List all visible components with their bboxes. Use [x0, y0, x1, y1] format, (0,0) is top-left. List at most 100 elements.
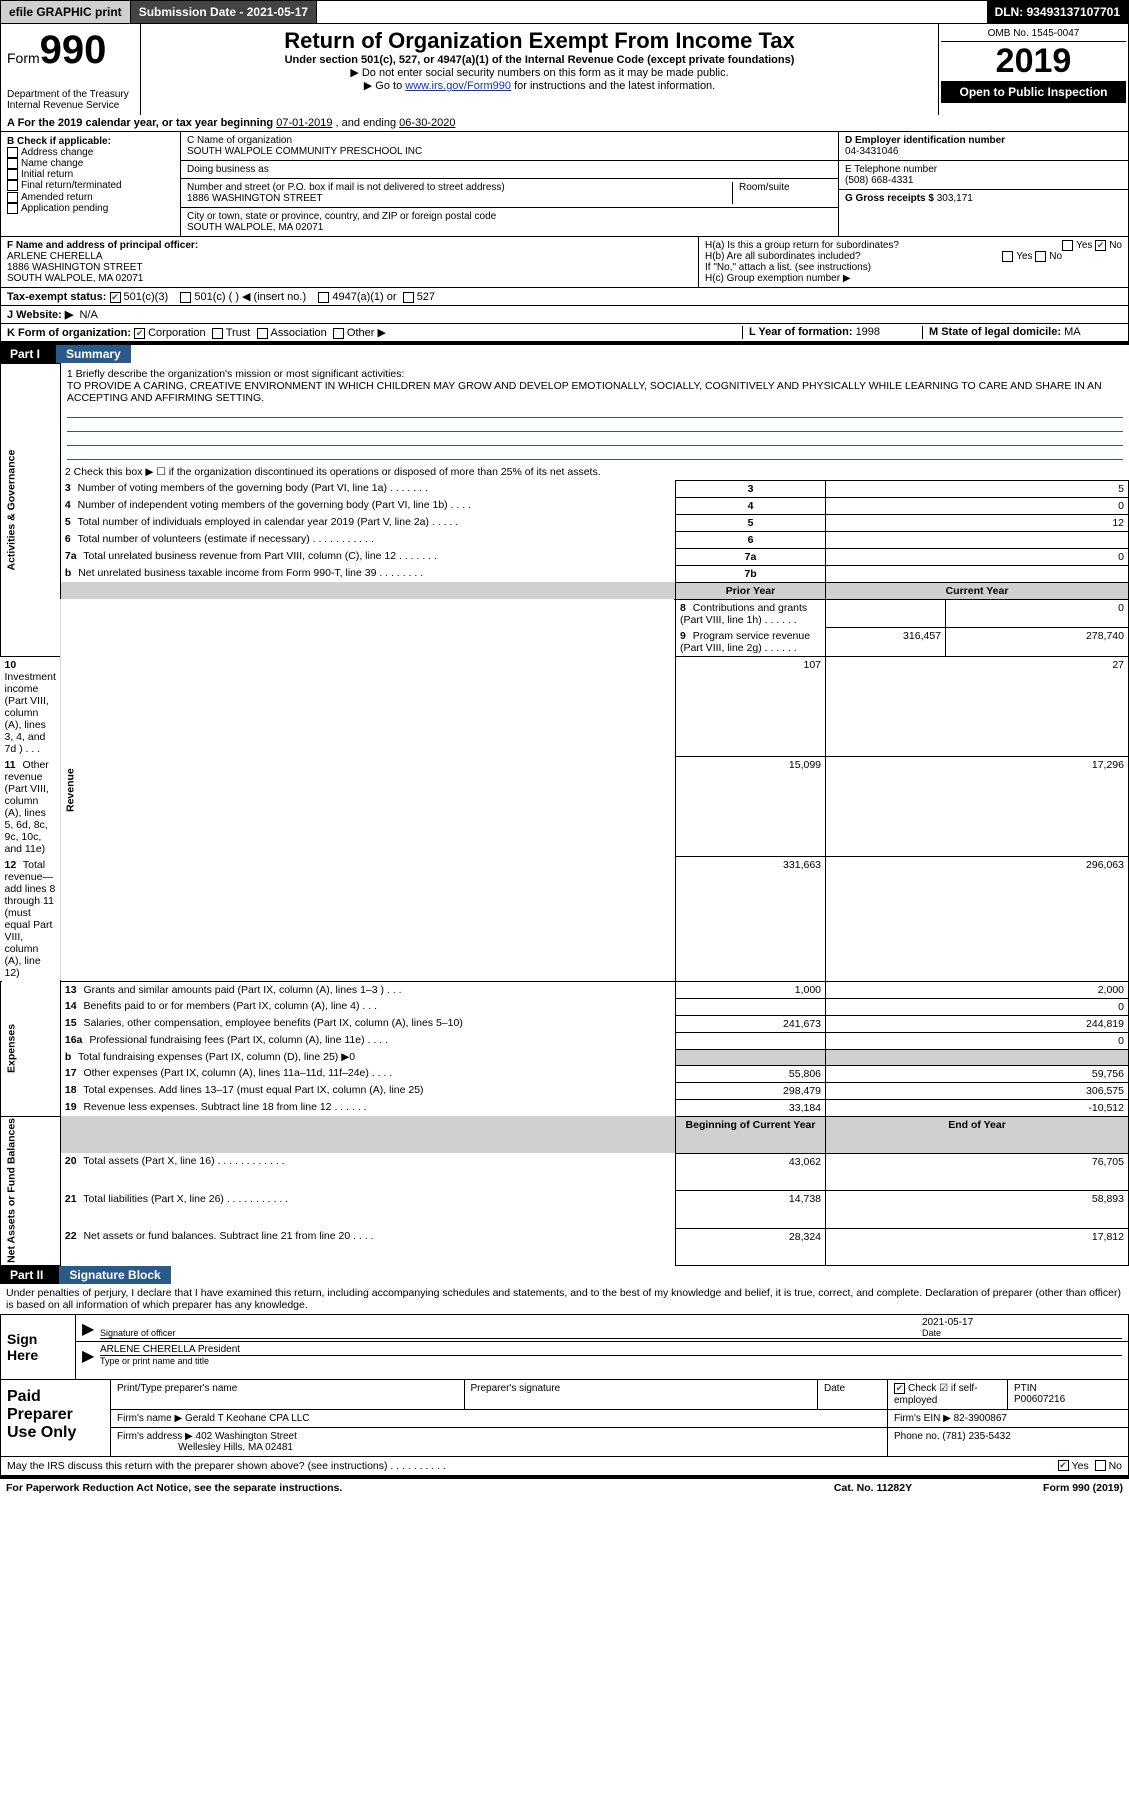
paid-preparer-block: Paid Preparer Use Only Print/Type prepar… [0, 1380, 1129, 1456]
table-row: 4 Number of independent voting members o… [1, 497, 1129, 514]
line-desc: Program service revenue (Part VIII, line… [680, 630, 810, 654]
firm-addr2: Wellesley Hills, MA 02481 [178, 1442, 293, 1453]
ha-yes: Yes [1076, 240, 1092, 251]
cb-name-change[interactable] [7, 158, 18, 169]
row-i-tax-exempt: Tax-exempt status: 501(c)(3) 501(c) ( ) … [0, 288, 1129, 306]
ha-no: No [1109, 240, 1122, 251]
submission-date-label: Submission Date - [139, 5, 247, 19]
cb-association[interactable] [257, 328, 268, 339]
firm-ein-label: Firm's EIN ▶ [894, 1413, 954, 1424]
col-c: C Name of organization SOUTH WALPOLE COM… [181, 132, 838, 236]
amt-prior: 28,324 [676, 1228, 826, 1266]
block-org-name: C Name of organization SOUTH WALPOLE COM… [181, 132, 838, 161]
sig-officer-label: Signature of officer [100, 1328, 922, 1338]
footer-form: Form 990 (2019) [973, 1482, 1123, 1494]
dln-value: 93493137107701 [1027, 5, 1120, 19]
amt-curr: 306,575 [826, 1082, 1129, 1099]
cb-final-return[interactable] [7, 180, 18, 191]
line-desc: Other revenue (Part VIII, column (A), li… [5, 759, 49, 855]
lb-initial-return: Initial return [21, 169, 73, 180]
cb-address-change[interactable] [7, 147, 18, 158]
line-box: 7b [676, 565, 826, 582]
col-b-title: B Check if applicable: [7, 136, 174, 147]
part1-title: Summary [56, 345, 131, 363]
efile-print-button[interactable]: efile GRAPHIC print [1, 1, 131, 23]
i-label: Tax-exempt status: [7, 291, 106, 303]
open-to-public: Open to Public Inspection [941, 81, 1126, 103]
cb-ha-yes[interactable] [1062, 240, 1073, 251]
lno: 16a [65, 1034, 87, 1046]
cb-other[interactable] [333, 328, 344, 339]
amt-curr: 58,893 [826, 1191, 1129, 1228]
cb-527[interactable] [403, 292, 414, 303]
k-assoc: Association [271, 327, 327, 339]
cb-hb-yes[interactable] [1002, 251, 1013, 262]
cb-trust[interactable] [212, 328, 223, 339]
lno: 3 [65, 482, 75, 494]
amt-prior [826, 599, 946, 628]
sig-date-label: Date [922, 1328, 1122, 1338]
pp-ptin-label: PTIN [1014, 1383, 1122, 1394]
cb-initial-return[interactable] [7, 169, 18, 180]
amt-prior-shade [676, 1049, 826, 1065]
line-box: 5 [676, 514, 826, 531]
cb-501c[interactable] [180, 292, 191, 303]
shade [60, 582, 675, 599]
lb-amended-return: Amended return [21, 192, 93, 203]
cb-discuss-yes[interactable] [1058, 1460, 1069, 1471]
lno: b [65, 1051, 75, 1063]
lno: 5 [65, 516, 75, 528]
block-gross: G Gross receipts $ 303,171 [839, 190, 1128, 207]
table-row: 22 Net assets or fund balances. Subtract… [1, 1228, 1129, 1266]
form-subtitle: Under section 501(c), 527, or 4947(a)(1)… [149, 54, 930, 66]
grid-bcd: B Check if applicable: Address change Na… [0, 132, 1129, 237]
side-revenue: Revenue [60, 599, 675, 981]
officer-name-label: Type or print name and title [100, 1355, 1122, 1366]
table-row: 14 Benefits paid to or for members (Part… [1, 998, 1129, 1015]
cb-ha-no[interactable] [1095, 240, 1106, 251]
org-name-label: C Name of organization [187, 135, 832, 146]
lno: 21 [65, 1193, 81, 1205]
q1-text: TO PROVIDE A CARING, CREATIVE ENVIRONMEN… [67, 380, 1123, 404]
block-ein: D Employer identification number 04-3431… [839, 132, 1128, 161]
row-a-end: 06-30-2020 [399, 117, 455, 129]
lno: 6 [65, 533, 75, 545]
ha-label: H(a) Is this a group return for subordin… [705, 240, 899, 251]
cb-amended-return[interactable] [7, 192, 18, 203]
pp-ptin: P00607216 [1014, 1394, 1122, 1405]
col-d: D Employer identification number 04-3431… [838, 132, 1128, 236]
cb-discuss-no[interactable] [1095, 1460, 1106, 1471]
declaration: Under penalties of perjury, I declare th… [0, 1284, 1129, 1314]
j-label: J Website: ▶ [7, 309, 73, 321]
gross-value: 303,171 [937, 193, 973, 204]
table-row: b Total fundraising expenses (Part IX, c… [1, 1049, 1129, 1065]
ein-value: 04-3431046 [845, 146, 1122, 157]
pp-check-label: Check ☑ if self-employed [894, 1384, 978, 1406]
cb-4947[interactable] [318, 292, 329, 303]
line-desc: Total fundraising expenses (Part IX, col… [78, 1051, 355, 1063]
block-h: H(a) Is this a group return for subordin… [698, 237, 1128, 287]
table-row: 3 Number of voting members of the govern… [1, 480, 1129, 497]
amt-curr: 2,000 [826, 981, 1129, 998]
firm-ein: 82-3900867 [954, 1413, 1007, 1424]
line-desc: Net assets or fund balances. Subtract li… [83, 1230, 373, 1242]
firm-addr-label: Firm's address ▶ [117, 1431, 196, 1442]
k-corp: Corporation [148, 327, 205, 339]
table-row: 7a Total unrelated business revenue from… [1, 548, 1129, 565]
i-4947: 4947(a)(1) or [332, 291, 396, 303]
street-label: Number and street (or P.O. box if mail i… [187, 182, 732, 193]
city-value: SOUTH WALPOLE, MA 02071 [187, 222, 832, 233]
f-name: ARLENE CHERELLA [7, 251, 692, 262]
footer-pra: For Paperwork Reduction Act Notice, see … [6, 1482, 773, 1494]
lno: 9 [680, 630, 690, 642]
cb-self-employed[interactable] [894, 1383, 905, 1394]
line-val: 5 [826, 480, 1129, 497]
line-val: 0 [826, 497, 1129, 514]
cb-application-pending[interactable] [7, 203, 18, 214]
sign-here-label: Sign Here [1, 1315, 76, 1379]
cb-hb-no[interactable] [1035, 251, 1046, 262]
line-desc: Total unrelated business revenue from Pa… [83, 550, 437, 562]
cb-501c3[interactable] [110, 292, 121, 303]
form990-link[interactable]: www.irs.gov/Form990 [405, 80, 511, 92]
cb-corporation[interactable] [134, 328, 145, 339]
